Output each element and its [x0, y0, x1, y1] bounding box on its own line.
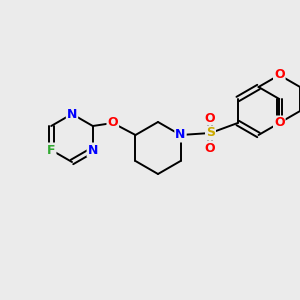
- Text: S: S: [206, 127, 215, 140]
- Text: O: O: [107, 116, 118, 130]
- Text: O: O: [204, 112, 215, 124]
- Text: O: O: [274, 116, 285, 130]
- Text: O: O: [204, 142, 215, 154]
- Text: F: F: [47, 143, 56, 157]
- Text: O: O: [274, 68, 285, 82]
- Text: N: N: [88, 143, 98, 157]
- Text: N: N: [175, 128, 186, 142]
- Text: N: N: [67, 107, 77, 121]
